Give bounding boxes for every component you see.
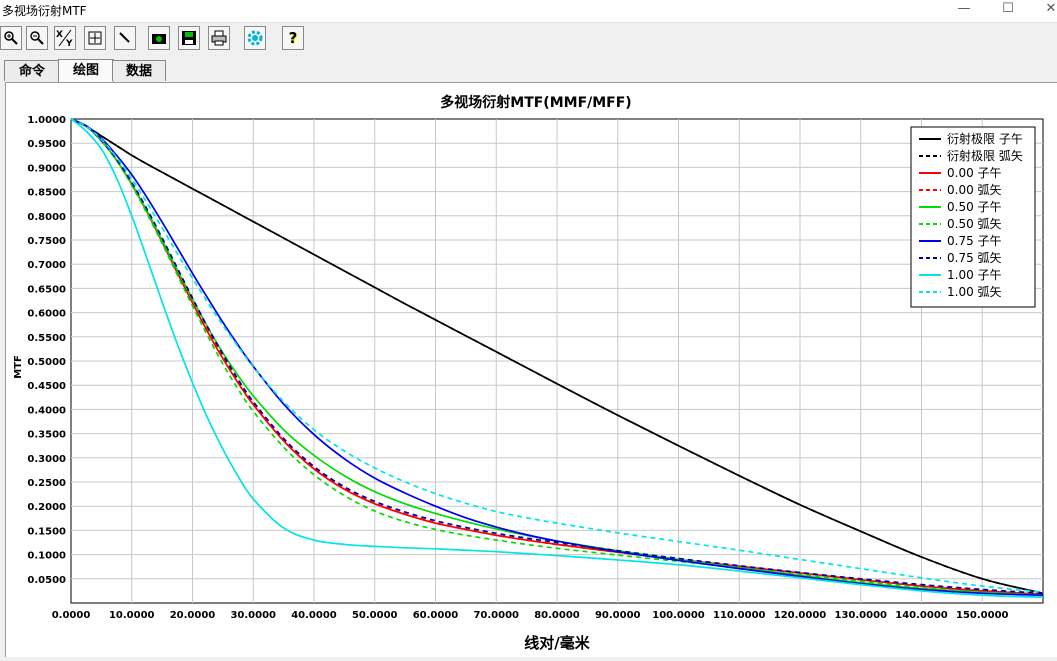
legend-entry: 1.00 子午 [947, 268, 1002, 282]
zoom-out-icon[interactable] [26, 26, 48, 50]
y-tick-label: 0.9000 [27, 163, 66, 174]
x-tick-label: 80.0000 [534, 610, 580, 621]
close-icon[interactable]: ✕ [1045, 1, 1057, 16]
y-tick-label: 0.2500 [27, 478, 66, 489]
x-tick-label: 130.0000 [834, 610, 887, 621]
print-icon[interactable] [208, 26, 230, 50]
y-tick-label: 0.3500 [27, 430, 66, 441]
series-line-6 [70, 118, 1044, 597]
y-tick-label: 0.8000 [27, 212, 66, 223]
fit-view-icon[interactable] [84, 26, 106, 50]
legend-entry: 0.75 子午 [947, 234, 1002, 248]
chart-title: 多视场衍射MTF(MMF/MFF) [440, 94, 631, 111]
minimize-icon[interactable]: — [957, 1, 971, 16]
legend-entry: 0.00 子午 [947, 166, 1002, 180]
plot-panel: 多视场衍射MTF(MMF/MFF) 线对/毫米 MTF 0.0000 10.000… [5, 82, 1057, 657]
tab-strip: 命令 绘图 数据 [0, 59, 1057, 83]
x-tick-label: 120.0000 [774, 610, 827, 621]
settings-gear-icon[interactable] [244, 26, 266, 50]
y-tick-label: 0.5500 [27, 333, 66, 344]
y-axis-label: MTF [13, 355, 24, 379]
x-tick-label: 0.0000 [52, 610, 91, 621]
legend-entry: 衍射极限 子午 [947, 131, 1023, 146]
y-tick-label: 1.0000 [27, 115, 66, 126]
pencil-icon[interactable] [114, 26, 136, 50]
tab-data[interactable]: 数据 [112, 60, 166, 81]
series-line-0 [70, 118, 1044, 595]
y-tick-label: 0.2000 [27, 502, 66, 513]
series-line-9 [70, 118, 1044, 594]
maximize-icon[interactable]: ☐ [1002, 1, 1014, 16]
legend-entry: 衍射极限 弧矢 [947, 148, 1023, 163]
window-title: 多视场衍射MTF [2, 4, 87, 18]
x-tick-label: 90.0000 [595, 610, 641, 621]
y-tick-label: 0.1500 [27, 526, 66, 537]
y-tick-label: 0.4000 [27, 405, 66, 416]
x-tick-label: 140.0000 [895, 610, 948, 621]
series-line-8 [70, 118, 1044, 599]
y-tick-label: 0.0500 [27, 575, 66, 586]
help-icon[interactable]: ? [282, 26, 304, 50]
svg-text:X: X [56, 30, 63, 40]
legend-entry: 0.75 弧矢 [947, 251, 1002, 265]
x-axis-label: 线对/毫米 [524, 634, 590, 652]
y-tick-label: 0.4500 [27, 381, 66, 392]
y-tick-label: 0.8500 [27, 188, 66, 199]
legend-entry: 0.50 弧矢 [947, 217, 1002, 231]
x-tick-label: 150.0000 [956, 610, 1009, 621]
legend-entry: 0.00 弧矢 [947, 183, 1002, 197]
series-line-7 [70, 118, 1044, 595]
x-tick-label: 60.0000 [413, 610, 459, 621]
mtf-chart: 多视场衍射MTF(MMF/MFF) 线对/毫米 MTF 0.0000 10.000… [13, 94, 1044, 652]
zoom-in-icon[interactable] [0, 26, 22, 50]
legend-box [910, 126, 1036, 308]
y-tick-label: 0.1000 [27, 551, 66, 562]
series-line-5 [70, 118, 1044, 597]
y-tick-label: 0.7500 [27, 236, 66, 247]
tab-plot[interactable]: 绘图 [58, 59, 114, 82]
title-bar: 多视场衍射MTF — ☐ ✕ [0, 0, 1057, 23]
y-tick-label: 0.9500 [27, 139, 66, 150]
save-icon[interactable] [178, 26, 200, 50]
x-tick-label: 70.0000 [473, 610, 519, 621]
tab-command[interactable]: 命令 [4, 60, 60, 81]
y-tick-label: 0.5000 [27, 357, 66, 368]
x-tick-label: 10.0000 [109, 610, 155, 621]
y-tick-label: 0.6000 [27, 309, 66, 320]
y-tick-label: 0.7000 [27, 260, 66, 271]
x-tick-label: 40.0000 [291, 610, 337, 621]
x-tick-label: 20.0000 [170, 610, 216, 621]
camera-icon[interactable] [148, 26, 170, 50]
legend-entry: 1.00 弧矢 [947, 285, 1002, 299]
svg-text:Y: Y [65, 39, 73, 48]
x-tick-label: 30.0000 [230, 610, 276, 621]
x-tick-label: 110.0000 [713, 610, 766, 621]
legend-entry: 0.50 子午 [947, 200, 1002, 214]
x-tick-label: 50.0000 [352, 610, 398, 621]
y-tick-label: 0.3000 [27, 454, 66, 465]
y-tick-label: 0.6500 [27, 284, 66, 295]
x-tick-label: 100.0000 [652, 610, 705, 621]
